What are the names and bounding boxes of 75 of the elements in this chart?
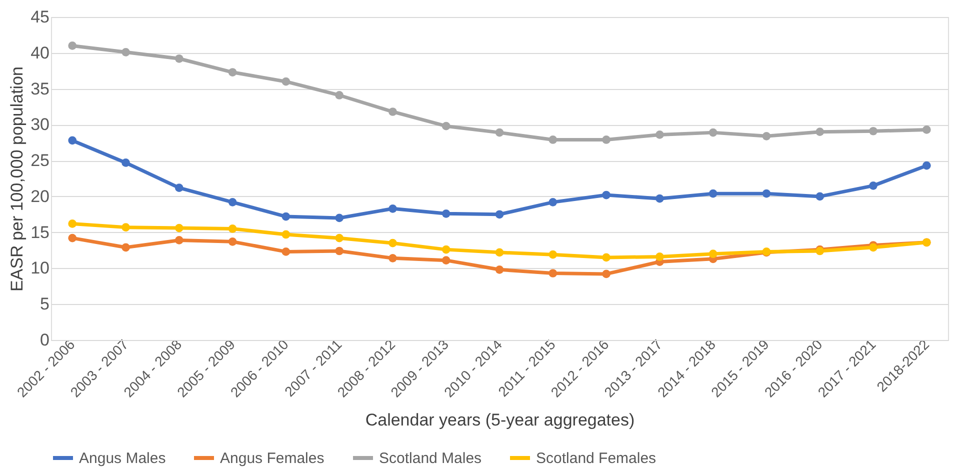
point [68,136,77,145]
point [335,91,344,100]
y-tick-label: 30 [30,115,50,134]
point [282,248,290,256]
point [655,194,664,203]
point [602,253,610,262]
point [495,248,504,257]
point [388,204,397,213]
point [922,126,931,134]
point [548,136,558,144]
point [708,189,718,198]
point [762,132,771,140]
point [548,269,558,278]
point [282,230,290,239]
point [174,184,184,192]
point [122,223,130,232]
point [816,192,824,201]
point [388,238,397,248]
point [869,243,878,252]
point [335,214,344,222]
point [762,189,771,198]
point [442,122,450,130]
point [335,246,344,256]
point [122,243,130,252]
point [282,77,290,86]
legend-label: Scotland Males [379,450,482,467]
point [335,234,344,242]
point [122,48,130,56]
legend-label: Angus Females [220,450,324,467]
point [174,236,184,244]
point [442,209,450,218]
point [68,220,77,228]
y-tick-label: 35 [30,79,50,98]
point [228,198,237,206]
y-axis-title: EASR per 100,000 population [8,66,27,292]
point [174,54,184,63]
y-tick-label: 10 [30,258,50,278]
point [282,212,290,221]
point [122,158,130,167]
point [816,128,824,136]
y-tick-label: 5 [40,294,50,314]
point [708,128,718,137]
point [548,198,558,206]
point [68,234,77,242]
point [655,130,664,139]
y-tick-label: 45 [30,8,50,26]
y-tick-label: 20 [30,186,50,206]
point [495,265,504,274]
point [655,252,664,261]
point [388,108,397,116]
legend-label: Scotland Females [536,450,656,467]
point [228,237,237,246]
point [442,245,450,254]
point [388,254,397,262]
point [548,250,558,259]
point [602,136,610,144]
y-tick-label: 15 [30,222,50,242]
point [602,270,610,278]
point [869,126,878,136]
point [495,210,504,219]
point [602,190,610,200]
point [708,250,718,258]
legend-label: Angus Males [79,450,166,467]
x-axis-title: Calendar years (5-year aggregates) [365,410,635,430]
point [869,182,878,190]
y-tick-label: 25 [30,151,50,170]
point [68,42,77,50]
point [228,224,237,233]
point [495,128,504,137]
point [442,256,450,264]
point [228,68,237,76]
point [922,161,931,170]
point [174,224,184,232]
y-tick-label: 0 [40,330,50,350]
y-tick-label: 40 [30,43,50,62]
